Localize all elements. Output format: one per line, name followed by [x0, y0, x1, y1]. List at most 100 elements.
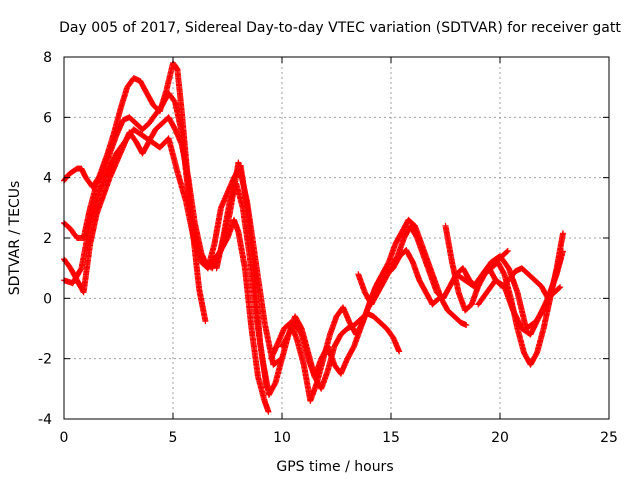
- data-point-segment: [497, 253, 511, 271]
- data-point-segment: [78, 221, 93, 272]
- series-10: [486, 265, 564, 302]
- data-point-segment: [468, 284, 481, 308]
- data-point-segment: [165, 114, 178, 132]
- data-point-segment: [255, 373, 268, 403]
- data-point-segment: [152, 121, 165, 133]
- data-point-segment: [527, 314, 542, 338]
- data-point-segment: [165, 135, 180, 174]
- data-point-segment: [178, 141, 191, 180]
- data-point-segment: [65, 169, 75, 178]
- data-point-segment: [388, 254, 400, 272]
- data-point-segment: [244, 198, 259, 264]
- chart-title: Day 005 of 2017, Sidereal Day-to-day VTE…: [59, 20, 621, 36]
- data-point-segment: [139, 132, 154, 144]
- data-point-segment: [385, 242, 398, 266]
- data-point-segment: [392, 230, 405, 247]
- data-point-segment: [368, 290, 381, 308]
- data-point-segment: [113, 145, 126, 166]
- data-point-segment: [420, 253, 433, 276]
- y-tick-label: 0: [43, 291, 52, 307]
- y-tick-label: -4: [38, 412, 52, 428]
- data-point-segment: [235, 229, 248, 270]
- data-point-segment: [152, 103, 165, 118]
- data-point-segment: [165, 90, 178, 105]
- data-point-segment: [213, 236, 226, 272]
- data-point-segment: [440, 284, 453, 302]
- data-point-segment: [196, 286, 209, 325]
- data-point-segment: [233, 180, 246, 210]
- data-point-segment: [252, 310, 266, 361]
- x-tick-label: 15: [382, 430, 400, 446]
- data-point-segment: [414, 235, 427, 258]
- data-point-segment: [381, 266, 394, 284]
- data-point-segment: [294, 337, 307, 367]
- data-point-segment: [340, 304, 352, 325]
- data-point-segment: [451, 313, 463, 325]
- data-point-segment: [274, 326, 287, 347]
- data-point-segment: [486, 265, 498, 282]
- data-point-segment: [331, 332, 344, 350]
- data-point-segment: [344, 344, 357, 362]
- data-point-segment: [185, 174, 198, 225]
- series-11: [475, 248, 566, 338]
- y-tick-label: 4: [43, 171, 52, 187]
- data-point-segment: [514, 325, 527, 355]
- data-point-segment: [444, 307, 457, 319]
- data-point-segment: [510, 307, 525, 331]
- data-point-segment: [292, 313, 304, 331]
- data-point-segment: [324, 344, 337, 374]
- data-point-segment: [390, 334, 403, 355]
- data-point-segment: [100, 176, 113, 199]
- y-tick-label: -2: [38, 352, 52, 368]
- data-point-segment: [146, 112, 158, 127]
- data-point-segment: [403, 247, 416, 264]
- data-point-segment: [252, 259, 268, 325]
- data-point-segment: [505, 269, 518, 284]
- data-point-segment: [453, 271, 467, 283]
- data-point-segment: [130, 126, 145, 138]
- data-point-segment: [470, 272, 485, 290]
- data-point-segment: [106, 160, 119, 181]
- y-tick-label: 8: [43, 50, 52, 66]
- data-point-segment: [220, 200, 233, 241]
- data-point-segment: [265, 381, 278, 398]
- data-point-segment: [191, 241, 206, 264]
- x-tick-label: 20: [491, 430, 509, 446]
- data-point-segment: [139, 139, 152, 157]
- data-point-segment: [69, 266, 84, 287]
- data-point-segment: [87, 212, 100, 247]
- data-point-segment: [241, 265, 255, 331]
- y-tick-label: 2: [43, 231, 52, 247]
- y-axis-label: SDTVAR / TECUs: [7, 181, 23, 296]
- data-point-segment: [370, 313, 383, 325]
- data-point-segment: [455, 289, 468, 313]
- data-point-segment: [261, 397, 272, 415]
- data-point-segment: [93, 194, 106, 217]
- x-tick-label: 25: [600, 430, 618, 446]
- data-point-segment: [113, 139, 128, 157]
- data-point-segment: [298, 331, 311, 361]
- series-6: [279, 310, 403, 392]
- data-point-segment: [172, 99, 185, 135]
- data-point-segment: [305, 355, 318, 379]
- data-point-segment: [174, 168, 189, 204]
- data-point-segment: [422, 289, 435, 307]
- data-point-segment: [355, 271, 368, 294]
- data-point-segment: [104, 151, 119, 175]
- data-point-segment: [416, 277, 429, 295]
- data-point-segment: [350, 317, 363, 329]
- data-point-segment: [80, 206, 93, 241]
- data-point-segment: [95, 169, 111, 196]
- data-point-segment: [80, 242, 93, 296]
- data-point-segment: [527, 350, 540, 368]
- data-point-segment: [372, 272, 385, 290]
- data-point-segment: [409, 259, 422, 282]
- data-point-segment: [143, 90, 156, 108]
- data-point-segment: [483, 278, 498, 296]
- data-point-segment: [398, 218, 411, 235]
- data-point-segment: [320, 332, 333, 362]
- data-point-segment: [239, 204, 253, 255]
- data-point-segment: [268, 341, 281, 362]
- data-point-segment: [139, 121, 152, 133]
